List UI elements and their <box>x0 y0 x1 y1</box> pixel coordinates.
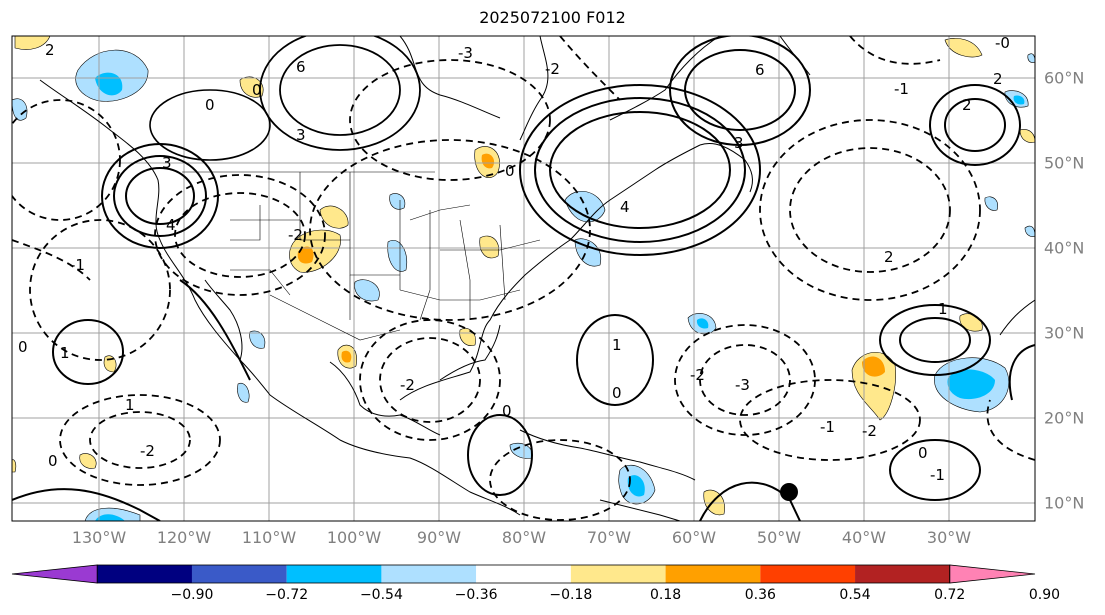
contour-label: 6 <box>755 61 765 79</box>
colorbar-tick-label: 0.54 <box>839 587 871 603</box>
contour-label: 4 <box>620 198 630 216</box>
contour-label: -1 <box>930 466 945 484</box>
map-frame <box>11 35 1036 522</box>
contour-label: 0 <box>505 162 515 180</box>
colorbar-box <box>665 565 761 583</box>
contour-label: -1 <box>70 256 85 274</box>
contour-label: 4 <box>166 216 176 234</box>
contour-label: 0 <box>612 384 622 402</box>
colorbar-box <box>381 565 477 583</box>
colorbar-extend-low <box>11 564 98 584</box>
contour-label: -2 <box>288 226 303 244</box>
contours <box>12 36 1035 521</box>
colorbar-box <box>855 565 950 583</box>
colorbar-box <box>570 565 666 583</box>
lat-label: 20°N <box>1044 408 1085 428</box>
colorbar-tick-label: 0.72 <box>934 587 966 603</box>
lon-label: 130°W <box>71 528 127 547</box>
contour-label: 0 <box>18 338 28 356</box>
contour-label: -3 <box>458 44 473 62</box>
lon-label: 40°W <box>841 528 887 547</box>
contour-label: -2 <box>862 422 877 440</box>
lon-label: 30°W <box>926 528 972 547</box>
contour-label: 0 <box>918 444 928 462</box>
contour-label: -0 <box>995 34 1010 52</box>
contour-label: 0 <box>48 452 58 470</box>
contour-label: 2 <box>884 248 894 266</box>
contour-label: -2 <box>140 442 155 460</box>
contour-label: 3 <box>296 126 306 144</box>
colorbar-tick-label: −0.90 <box>170 587 214 603</box>
contour-label: -1 <box>894 80 909 98</box>
contour-label: 2 <box>45 41 55 59</box>
lon-label: 70°W <box>586 528 632 547</box>
lat-label: 40°N <box>1044 238 1085 258</box>
colorbar-box <box>286 565 382 583</box>
colorbar-box <box>191 565 287 583</box>
contour-label: 1 <box>938 300 948 318</box>
storm-marker <box>780 483 798 501</box>
colorbar-box <box>476 565 571 583</box>
contour-label: 0 <box>502 402 512 420</box>
lon-label: 50°W <box>756 528 802 547</box>
lat-label: 10°N <box>1044 493 1085 513</box>
colorbar-box <box>97 565 192 583</box>
lon-label: 90°W <box>416 528 462 547</box>
contour-label: -3 <box>735 376 750 394</box>
contour-label: 1 <box>612 336 622 354</box>
colorbar-tick-label: 0.90 <box>1028 587 1061 603</box>
contour-label: 1 <box>60 344 70 362</box>
lon-label: 80°W <box>501 528 547 547</box>
colorbar-box <box>760 565 856 583</box>
colorbar-tick-label: 0.18 <box>649 587 682 603</box>
map-title: 2025072100 F012 <box>479 8 626 27</box>
colorbar-boxes <box>11 564 1036 584</box>
lat-label: 60°N <box>1044 68 1085 88</box>
lon-label: 100°W <box>326 528 382 547</box>
colorbar-frame <box>96 564 951 584</box>
contour-label: 3 <box>162 154 172 172</box>
lon-label: 60°W <box>671 528 717 547</box>
contour-label: 0 <box>205 96 215 114</box>
lon-label: 120°W <box>156 528 212 547</box>
colorbar-tick-label: −0.54 <box>359 587 403 603</box>
contour-label: 6 <box>296 58 306 76</box>
contour-label: 2 <box>993 70 1003 88</box>
contour-label: -2 <box>690 366 705 384</box>
contour-label: 0 <box>252 81 262 99</box>
colorbar-tick-label: −0.36 <box>454 587 498 603</box>
colorbar-extend-high <box>949 564 1036 584</box>
colorbar-tick-label: 0.36 <box>744 587 776 603</box>
contour-label: 2 <box>962 96 972 114</box>
contour-label: 1 <box>125 396 135 414</box>
contour-label: -2 <box>400 376 415 394</box>
lat-label: 50°N <box>1044 153 1085 173</box>
lat-label: 30°N <box>1044 323 1085 343</box>
contour-label-layer: 2 0 3 4 6 3 0 -2 -1 -2 0 6 4 3 -3 0 -2 2… <box>18 34 1010 484</box>
colorbar-tick-label: −0.72 <box>265 587 309 603</box>
lon-label: 110°W <box>241 528 297 547</box>
contour-label: -1 <box>820 418 835 436</box>
contour-label: -2 <box>545 60 560 78</box>
colorbar-tick-label: −0.18 <box>549 587 593 603</box>
contour-label: 3 <box>734 134 744 152</box>
